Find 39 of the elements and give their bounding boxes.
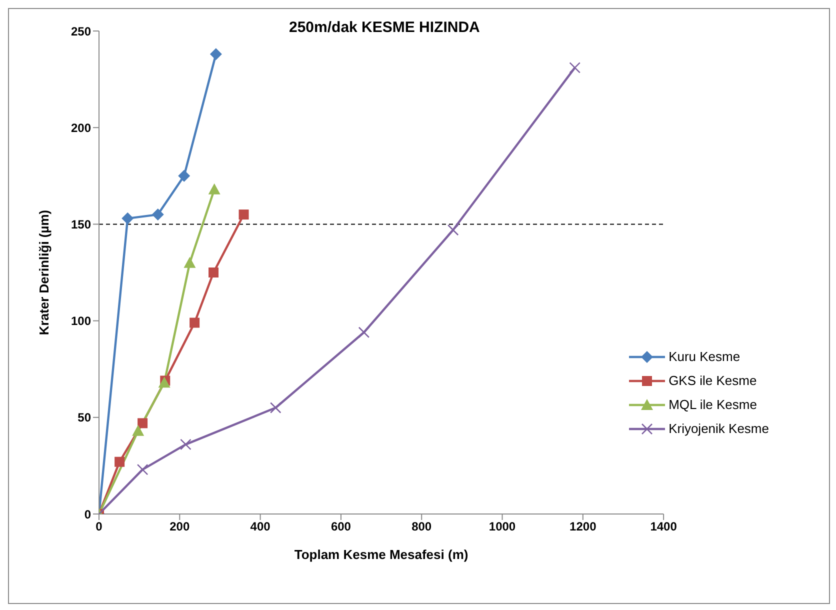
y-axis-title: Krater Derinliği (µm) [36,210,52,336]
point [178,170,190,182]
x-axis-title: Toplam Kesme Mesafesi (m) [294,547,468,562]
x-tick-label: 800 [412,520,432,534]
x-tick-label: 0 [96,520,103,534]
point [447,224,459,236]
point [208,268,219,278]
point [270,402,282,414]
y-tick-label: 150 [70,217,92,232]
y-tick-label: 250 [70,24,92,38]
point [210,48,222,60]
legend-label: Kriyojenik Kesme [668,421,769,436]
point [136,464,148,476]
point [138,418,148,428]
y-tick-label: 200 [70,120,92,135]
legend-label: GKS ile Kesme [668,373,757,388]
point [184,256,196,268]
point [208,183,220,194]
point [122,212,134,224]
y-tick-label: 100 [70,314,92,328]
x-tick-label: 1400 [650,520,678,534]
legend-label: Kuru Kesme [668,349,740,364]
x-tick-label: 200 [170,520,190,534]
y-tick-label: 0 [84,507,92,522]
x-tick-label: 400 [250,520,271,534]
point [132,424,144,436]
x-tick-label: 600 [330,520,352,534]
point [114,456,125,467]
x-tick-label: 1000 [488,520,516,534]
x-tick-label: 1200 [570,520,597,534]
point [569,62,580,74]
legend-label: MQL ile Kesme [668,397,757,412]
chart-title: 250m/dak KESME HIZINDA [289,19,480,36]
point [358,326,370,338]
point [180,438,192,450]
point [190,318,200,328]
y-tick-label: 50 [78,410,92,425]
point [238,210,249,220]
point [152,208,164,221]
